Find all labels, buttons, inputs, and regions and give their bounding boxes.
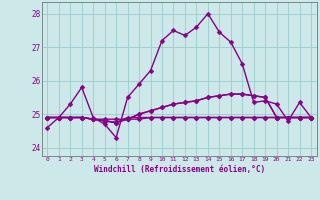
- X-axis label: Windchill (Refroidissement éolien,°C): Windchill (Refroidissement éolien,°C): [94, 165, 265, 174]
